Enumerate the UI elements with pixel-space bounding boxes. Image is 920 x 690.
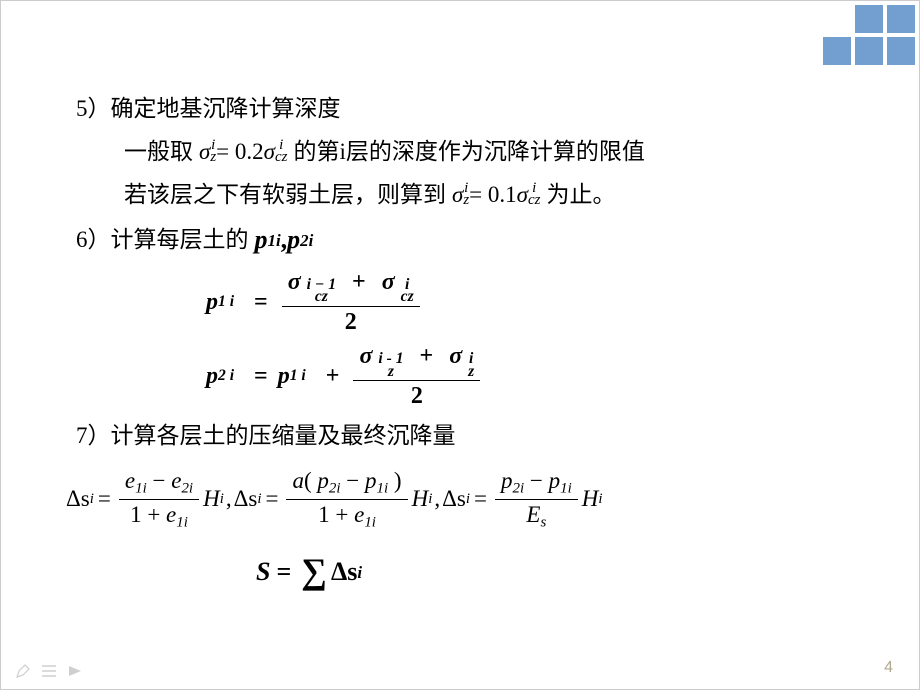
text: 6）计算每层土的: [76, 222, 249, 259]
pen-icon[interactable]: [15, 663, 31, 679]
text: 7）计算各层土的压缩量及最终沉降量: [76, 418, 456, 455]
corner-decoration: [759, 1, 919, 81]
page-number: 4: [884, 659, 893, 677]
line-6: 6）计算每层土的 p1i , p2i: [76, 219, 859, 261]
inline-formula: σ iz = 0.1 σ icz: [452, 177, 540, 214]
text: 的第i层的深度作为沉降计算的限值: [293, 134, 644, 171]
deco-sq: [887, 5, 915, 33]
text: 为止。: [546, 177, 615, 214]
line-5-heading: 5）确定地基沉降计算深度: [76, 91, 859, 128]
inline-formula: p1i , p2i: [255, 219, 314, 261]
text: 若该层之下有软弱土层，则算到: [124, 177, 446, 214]
next-icon[interactable]: [67, 664, 83, 678]
nav-icons: [15, 663, 83, 679]
formula-p2i: p 2 i = p 1 i + σ i - 1z + σ iz 2: [206, 343, 859, 409]
deco-sq: [887, 37, 915, 65]
deco-sq: [823, 37, 851, 65]
formula-p1i: p 1 i = σ i − 1cz + σ icz 2: [206, 269, 859, 335]
inline-formula: σ iz = 0.2 σ icz: [199, 134, 287, 171]
formula-sum: S = ∑ Δsi: [256, 543, 859, 601]
line-5a: 一般取 σ iz = 0.2 σ icz 的第i层的深度作为沉降计算的限值: [76, 134, 859, 171]
slide-content: 5）确定地基沉降计算深度 一般取 σ iz = 0.2 σ icz 的第i层的深…: [76, 91, 859, 601]
deco-sq: [855, 5, 883, 33]
line-5b: 若该层之下有软弱土层，则算到 σ iz = 0.1 σ icz 为止。: [76, 177, 859, 214]
text: 一般取: [124, 134, 193, 171]
text: 5）确定地基沉降计算深度: [76, 91, 341, 128]
menu-icon[interactable]: [41, 664, 57, 678]
deco-sq: [855, 37, 883, 65]
line-7: 7）计算各层土的压缩量及最终沉降量: [76, 418, 859, 455]
formula-delta-s: Δsi = e1i − e2i 1 + e1i Hi , Δsi = a( p2…: [66, 468, 859, 531]
